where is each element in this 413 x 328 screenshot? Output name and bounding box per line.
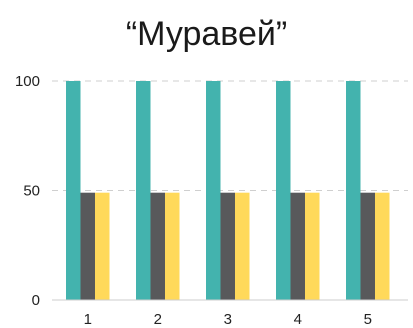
y-tick-label: 100 — [15, 73, 40, 90]
bar-2-series-3 — [165, 192, 180, 300]
bar-1-series-2 — [80, 192, 95, 300]
y-tick-labels: 0 50 100 — [15, 73, 40, 309]
y-tick-label: 50 — [23, 183, 40, 200]
bar-1-series-3 — [95, 192, 110, 300]
bar-3-series-2 — [220, 192, 235, 300]
chart-title: “Муравей” — [125, 15, 288, 53]
x-tick-labels: 1 2 3 4 5 — [84, 311, 372, 328]
x-tick-label: 3 — [224, 311, 232, 328]
bar-4-series-2 — [290, 192, 305, 300]
bar-5-series-2 — [360, 192, 375, 300]
bar-4-series-3 — [305, 192, 320, 300]
bar-3-series-3 — [235, 192, 250, 300]
x-tick-label: 4 — [294, 311, 302, 328]
y-tick-label: 0 — [32, 292, 40, 309]
bar-4-series-1 — [276, 81, 291, 300]
bar-2-series-2 — [150, 192, 165, 300]
x-tick-label: 5 — [364, 311, 372, 328]
bars — [66, 81, 390, 300]
bar-5-series-3 — [375, 192, 390, 300]
x-tick-label: 1 — [84, 311, 92, 328]
x-tick-label: 2 — [154, 311, 162, 328]
bar-3-series-1 — [206, 81, 221, 300]
bar-5-series-1 — [346, 81, 361, 300]
gridlines — [52, 80, 408, 191]
bar-1-series-1 — [66, 81, 81, 300]
bar-2-series-1 — [136, 81, 151, 300]
